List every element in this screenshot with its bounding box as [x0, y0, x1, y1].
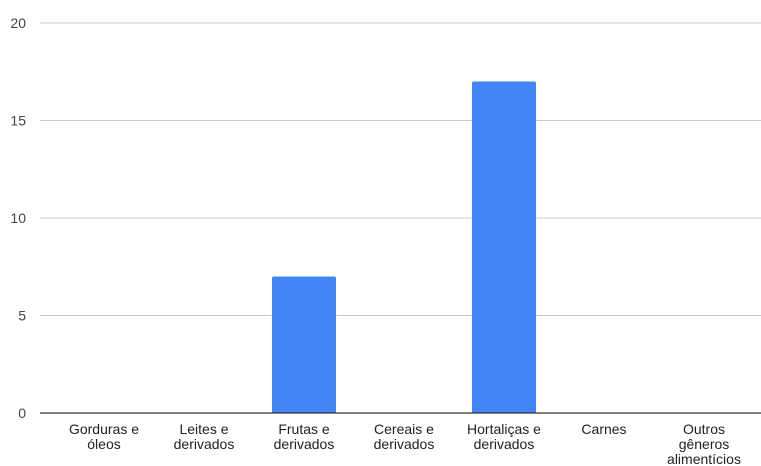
gridlines: [40, 22, 761, 316]
y-tick-label: 5: [18, 308, 26, 324]
bar: [272, 276, 336, 413]
bar: [472, 81, 536, 413]
y-tick-label: 20: [10, 15, 26, 31]
y-tick-label: 10: [10, 210, 26, 226]
x-tick-label: Hortaliças e derivados: [467, 421, 541, 452]
y-tick-label: 15: [10, 113, 26, 129]
y-tick-label: 0: [18, 405, 26, 421]
x-tick-label: Leites e derivados: [174, 421, 235, 452]
labels: 0 5 10 15 20 Gorduras e óleos Leites e derivados…: [10, 15, 741, 466]
x-tick-label: Outros gêneros alimentícios: [667, 421, 741, 466]
x-tick-label: Carnes: [581, 421, 626, 437]
x-tick-label: Gorduras e óleos: [69, 421, 139, 452]
x-tick-label: Cereais e derivados: [374, 421, 435, 452]
bars: [272, 81, 536, 413]
x-tick-label: Frutas e derivados: [274, 421, 335, 452]
